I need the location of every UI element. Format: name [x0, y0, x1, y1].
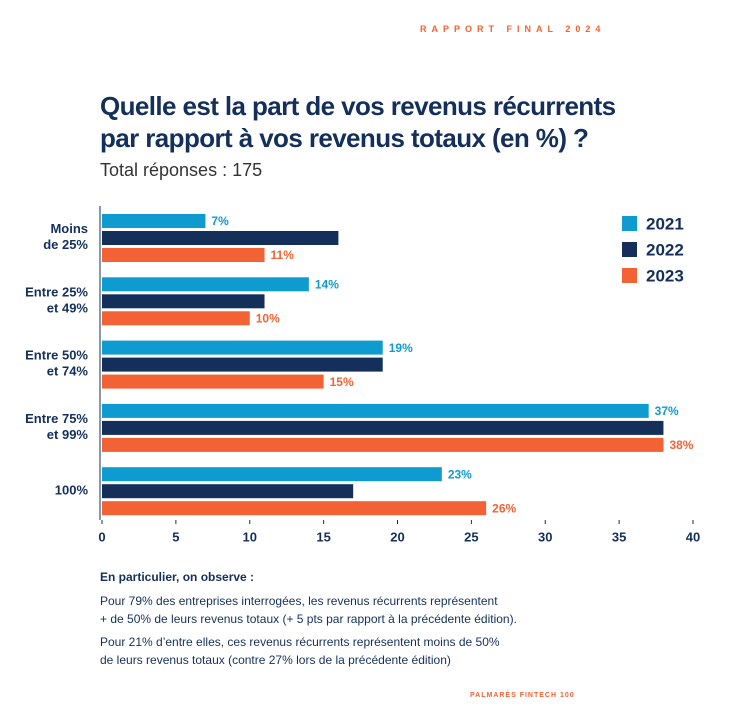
legend-label: 2021 — [646, 214, 684, 233]
bar — [102, 340, 383, 355]
x-tick-label: 5 — [172, 529, 179, 544]
value-label: 23% — [448, 467, 472, 481]
x-tick-label: 35 — [612, 529, 626, 544]
x-tick-label: 40 — [686, 529, 700, 544]
bar — [102, 501, 487, 516]
value-label: 38% — [669, 438, 693, 452]
value-label: 37% — [655, 404, 679, 418]
value-label: 26% — [492, 501, 516, 515]
x-tick-label: 0 — [98, 529, 105, 544]
bar — [102, 248, 265, 262]
chart-subtitle: Total réponses : 175 — [100, 160, 263, 180]
bar — [102, 214, 206, 228]
x-tick-label: 20 — [390, 529, 404, 544]
bar — [102, 374, 324, 389]
value-label: 19% — [389, 341, 413, 355]
value-label: 14% — [315, 277, 339, 291]
category-label: Entre 75% et 99% — [25, 411, 88, 442]
bar — [102, 357, 383, 372]
value-label: 11% — [271, 248, 295, 262]
bar — [102, 420, 664, 435]
category-label: Entre 50% et 74% — [25, 348, 88, 379]
notes-heading: En particulier, on observe : — [100, 570, 255, 584]
legend-label: 2022 — [646, 240, 684, 259]
bar — [102, 467, 442, 482]
note: Pour 79% des entreprises interrogées, le… — [100, 594, 517, 626]
bar — [102, 403, 649, 418]
note: Pour 21% d’entre elles, ces revenus récu… — [100, 635, 500, 667]
bar — [102, 484, 354, 499]
bar — [102, 437, 664, 452]
x-tick-label: 15 — [316, 529, 330, 544]
legend-swatch — [622, 242, 637, 257]
chart-title: Quelle est la part de vos revenus récurr… — [100, 91, 616, 153]
bar — [102, 311, 250, 326]
legend-label: 2023 — [646, 266, 684, 285]
x-tick-label: 30 — [538, 529, 552, 544]
chart: 0 5 10 15 20 25 30 35 40 Moins de 25% 7% 11% Entre 25… — [25, 206, 700, 544]
legend-swatch — [622, 216, 637, 231]
value-label: 10% — [256, 311, 280, 325]
value-label: 15% — [330, 375, 354, 389]
category-label: 100% — [55, 483, 89, 498]
legend-swatch — [622, 268, 637, 283]
bar — [102, 277, 309, 292]
bar — [102, 231, 339, 245]
x-tick-label: 10 — [243, 529, 257, 544]
value-label: 7% — [211, 214, 229, 228]
footer: PALMARÈS FINTECH 100 — [470, 692, 575, 699]
bar — [102, 294, 265, 309]
x-tick-label: 25 — [464, 529, 478, 544]
category-label: Entre 25% et 49% — [25, 285, 88, 316]
category-label: Moins de 25% — [43, 221, 88, 252]
header: RAPPORT FINAL 2024 — [420, 24, 606, 34]
